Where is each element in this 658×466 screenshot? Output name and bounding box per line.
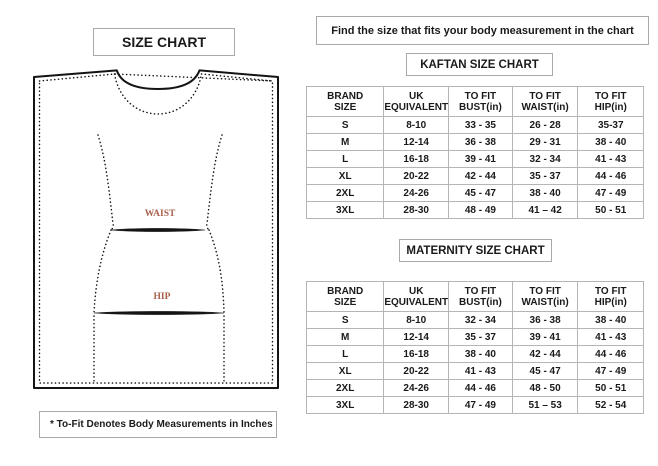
- svg-text:WAIST: WAIST: [145, 209, 176, 219]
- svg-text:HIP: HIP: [154, 292, 171, 302]
